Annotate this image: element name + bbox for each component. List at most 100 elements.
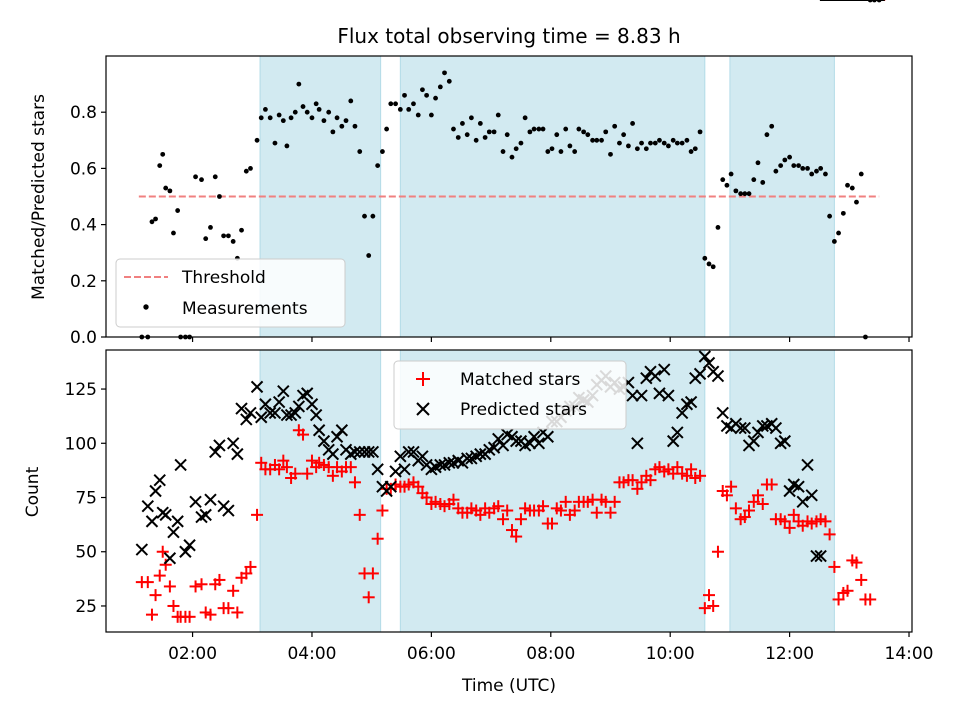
p1-axes-frame: [105, 349, 913, 633]
measurement-point: [424, 92, 430, 98]
matched-star-point: [747, 495, 760, 508]
predicted-star-point: [153, 473, 166, 487]
matched-star-point: [501, 504, 514, 517]
p0-legend: Threshold Measurements: [115, 258, 346, 328]
predicted-star-point: [255, 411, 268, 424]
matched-star-point: [362, 591, 375, 604]
predicted-star-point: [738, 421, 752, 435]
x-tick-label: 04:00: [287, 644, 336, 664]
measurement-point: [230, 239, 236, 244]
measurement-point: [193, 174, 198, 180]
measurement-point: [163, 185, 169, 191]
measurement-point: [284, 143, 290, 149]
matched-star-point: [765, 478, 778, 491]
measurement-point: [482, 135, 488, 140]
measurement-point: [527, 129, 533, 135]
measurement-point: [760, 180, 766, 185]
measurement-point: [288, 115, 294, 121]
predicted-star-point: [394, 450, 407, 463]
measurement-point: [554, 132, 560, 138]
matched-star-point: [751, 489, 764, 502]
predicted-star-point: [792, 480, 805, 493]
predicted-stars-points: [135, 0, 885, 565]
measurement-point: [845, 182, 850, 188]
measurement-point: [738, 191, 744, 197]
measurement-point: [558, 149, 564, 154]
predicted-star-point: [671, 426, 684, 439]
predicted-star-point: [666, 434, 680, 448]
measurement-point: [710, 264, 716, 270]
predicted-star-point: [751, 426, 765, 439]
measurement-point: [357, 149, 363, 154]
predicted-star-point: [244, 406, 257, 420]
measurement-point: [473, 137, 479, 143]
measurement-point: [239, 227, 244, 233]
x-axis-label: Time (UTC): [461, 676, 556, 696]
legend-predicted-label: Predicted stars: [460, 400, 587, 420]
measurement-point: [674, 140, 680, 146]
matched-star-point: [635, 476, 648, 489]
matched-star-point: [348, 476, 361, 489]
measurement-point: [428, 112, 434, 118]
matched-star-point: [280, 461, 293, 474]
shaded-interval-2: [729, 349, 835, 633]
predicted-star-point: [814, 549, 827, 563]
measurement-point: [451, 126, 456, 132]
matched-star-point: [644, 474, 657, 487]
y-tick-label: 0.4: [70, 216, 97, 236]
measurement-point: [460, 121, 465, 126]
measurement-point: [339, 123, 345, 129]
matched-star-point: [412, 480, 425, 493]
predicted-star-point: [398, 463, 411, 476]
y-tick-label: 125: [65, 380, 97, 400]
predicted-star-point: [693, 367, 707, 381]
measurement-point: [411, 101, 416, 107]
y-tick-label: 0.6: [70, 159, 97, 179]
predicted-star-point: [778, 434, 792, 448]
matched-star-point: [251, 508, 264, 521]
matched-star-point: [145, 608, 158, 621]
matched-star-point: [855, 573, 868, 586]
matched-star-point: [743, 504, 756, 517]
measurement-point: [684, 137, 690, 143]
predicted-star-point: [371, 463, 384, 476]
measurement-point: [384, 126, 390, 132]
predicted-star-point: [702, 356, 716, 370]
measurement-point: [388, 101, 394, 107]
predicted-star-point: [171, 515, 184, 528]
measurement-point: [818, 166, 824, 171]
p0-x-ticks: [191, 337, 910, 342]
measurement-point: [292, 109, 298, 115]
predicted-star-point: [204, 493, 217, 506]
legend-measurements-swatch: [143, 304, 149, 310]
predicted-star-point: [640, 371, 653, 385]
matched-star-point: [149, 589, 162, 602]
measurement-point: [366, 253, 372, 258]
measurement-point: [594, 137, 600, 143]
measurement-point: [442, 70, 447, 76]
predicted-star-point: [199, 508, 212, 522]
matched-star-point: [604, 506, 617, 519]
matched-star-point: [568, 504, 581, 517]
measurement-point: [679, 140, 685, 146]
matched-star-point: [231, 606, 244, 619]
measurement-point: [199, 177, 204, 183]
matched-star-point: [590, 506, 603, 519]
y-tick-label: 0.8: [70, 103, 97, 123]
matched-star-point: [474, 508, 487, 521]
predicted-star-point: [289, 406, 302, 420]
p1-legend: Matched stars Predicted stars: [393, 360, 627, 430]
measurement-point: [248, 166, 253, 171]
measurement-point: [567, 143, 573, 149]
measurement-point: [769, 123, 775, 129]
measurement-point: [334, 115, 340, 121]
measurement-point: [603, 129, 609, 135]
y-tick-label: 25: [75, 597, 97, 617]
predicted-star-point: [527, 430, 541, 443]
predicted-star-point: [384, 480, 397, 493]
predicted-star-point: [145, 515, 159, 528]
predicted-star-point: [330, 430, 344, 443]
measurement-point: [370, 213, 376, 219]
measurement-point: [733, 188, 739, 194]
predicted-star-point: [317, 434, 331, 448]
